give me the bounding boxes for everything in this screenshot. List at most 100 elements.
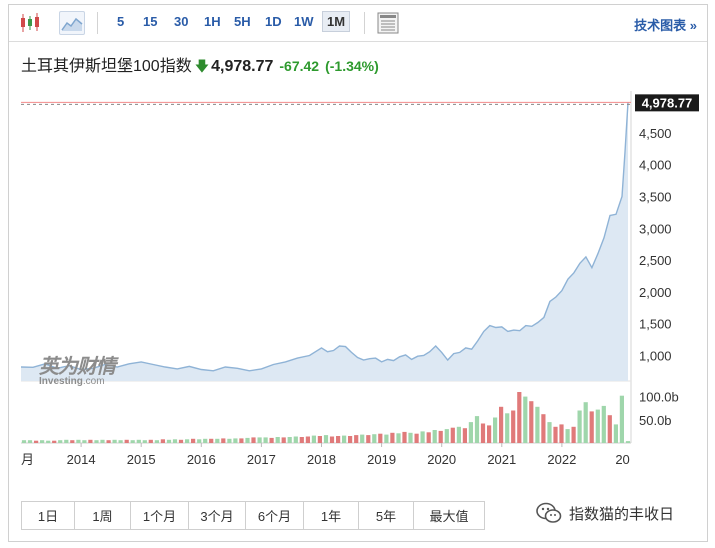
x-tick-label: 20: [615, 452, 629, 467]
investing-watermark-logo: 英为财情 Investing.com: [39, 350, 116, 387]
period-selector: 1日 1周 1个月 3个月 6个月 1年 5年 最大值: [21, 501, 485, 530]
area-chart-icon[interactable]: [59, 11, 85, 35]
period-1w[interactable]: 1周: [75, 502, 131, 529]
volume-bar: [366, 435, 371, 443]
x-tick-label: 2022: [547, 452, 576, 467]
timeframe-5h[interactable]: 5H: [234, 14, 251, 29]
volume-bar: [130, 440, 135, 443]
volume-bar: [535, 406, 540, 443]
x-tick-label: 2014: [67, 452, 96, 467]
volume-bar: [462, 428, 467, 443]
volume-bar: [613, 424, 618, 443]
price-chart[interactable]: 4,978.77 1,000 1,500 2,000 2,500 3,000 3,500 4,…: [9, 91, 707, 473]
volume-bar: [354, 435, 359, 443]
volume-bar: [607, 415, 612, 443]
volume-bar: [82, 440, 87, 443]
volume-bar: [197, 439, 202, 443]
timeframe-1m[interactable]: 1M: [322, 11, 351, 32]
volume-bar: [136, 439, 141, 443]
down-arrow-icon: 🡇: [194, 58, 210, 74]
volume-bar: [100, 439, 105, 443]
volume-bar: [269, 437, 274, 443]
volume-bar: [414, 433, 419, 443]
wechat-account-mark: 指数猫的丰收日: [535, 501, 674, 525]
y-tick-label: 2,000: [639, 285, 672, 300]
volume-bar: [456, 426, 461, 443]
x-tick-label: 2016: [187, 452, 216, 467]
volume-bar: [523, 396, 528, 443]
x-tick-label: 2018: [307, 452, 336, 467]
volume-bar: [263, 437, 268, 443]
volume-bar: [299, 437, 304, 443]
volume-bar: [275, 437, 280, 443]
timeframe-30[interactable]: 30: [174, 14, 189, 29]
volume-bar: [323, 435, 329, 443]
volume-bar: [172, 439, 178, 443]
candlestick-chart-icon[interactable]: [17, 11, 43, 35]
volume-bar: [559, 424, 564, 443]
timeframe-5[interactable]: 5: [117, 14, 125, 29]
table-icon[interactable]: [376, 11, 402, 35]
volume-bar: [287, 437, 292, 443]
volume-bar: [517, 392, 522, 443]
quote-header: 土耳其伊斯坦堡100指数 🡇 4,978.77 -67.42 (-1.34%): [21, 52, 379, 76]
volume-bar: [27, 440, 33, 443]
period-max[interactable]: 最大值: [414, 502, 484, 529]
volume-bar: [426, 432, 431, 443]
y-tick-label: 3,000: [639, 221, 672, 236]
period-1y[interactable]: 1年: [304, 502, 359, 529]
chart-toolbar: 5 15 30 1H 5H 1D 1W 1M 技术图表 »: [9, 5, 707, 42]
toolbar-separator: [97, 12, 98, 34]
volume-bar: [317, 436, 322, 443]
x-tick-label: 2019: [367, 452, 396, 467]
volume-bar: [342, 435, 347, 443]
volume-bar: [88, 439, 93, 443]
volume-bar: [384, 434, 389, 443]
technical-chart-link[interactable]: 技术图表 »: [634, 18, 697, 33]
last-price-tag: [635, 94, 699, 112]
volume-bar: [432, 430, 437, 443]
period-6m[interactable]: 6个月: [246, 502, 304, 529]
volume-bar: [493, 417, 498, 443]
volume-bar: [21, 440, 27, 443]
timeframe-1d[interactable]: 1D: [265, 14, 282, 29]
volume-bar: [257, 437, 262, 443]
volume-bar: [499, 406, 504, 443]
volume-bar: [625, 441, 631, 443]
volume-bar: [106, 440, 111, 443]
period-3m[interactable]: 3个月: [189, 502, 246, 529]
timeframe-1w[interactable]: 1W: [294, 14, 314, 29]
y-tick-label: 1,000: [639, 349, 672, 364]
volume-bar: [577, 410, 582, 443]
timeframe-15[interactable]: 15: [143, 14, 158, 29]
wechat-icon: [536, 502, 562, 523]
period-1d[interactable]: 1日: [22, 502, 75, 529]
volume-bar: [191, 438, 196, 443]
x-tick-label: 2021: [487, 452, 516, 467]
volume-bar: [209, 438, 214, 443]
volume-bar: [541, 414, 546, 443]
volume-bar: [378, 433, 383, 443]
last-price-tag-label: 4,978.77: [642, 95, 693, 110]
volume-bar: [444, 429, 449, 443]
x-tick-label: 2017: [247, 452, 276, 467]
period-5y[interactable]: 5年: [359, 502, 414, 529]
period-1m[interactable]: 1个月: [131, 502, 189, 529]
volume-bar: [227, 438, 232, 443]
volume-bar: [529, 401, 534, 443]
volume-bar: [142, 440, 147, 443]
wechat-account-name: 指数猫的丰收日: [569, 505, 675, 523]
volume-bar: [589, 411, 594, 443]
timeframe-1h[interactable]: 1H: [204, 14, 221, 29]
volume-bar: [124, 439, 129, 443]
volume-bar: [553, 426, 558, 443]
y-tick-label: 2,500: [639, 253, 672, 268]
y-tick-label: 3,500: [639, 189, 672, 204]
volume-bar: [547, 422, 552, 443]
volume-bar: [251, 437, 256, 443]
price-change-percent: (-1.34%): [325, 58, 379, 74]
volume-bar: [52, 440, 57, 443]
volume-bar: [511, 410, 516, 443]
volume-bar: [468, 422, 473, 443]
y-tick-label: 4,000: [639, 158, 672, 173]
